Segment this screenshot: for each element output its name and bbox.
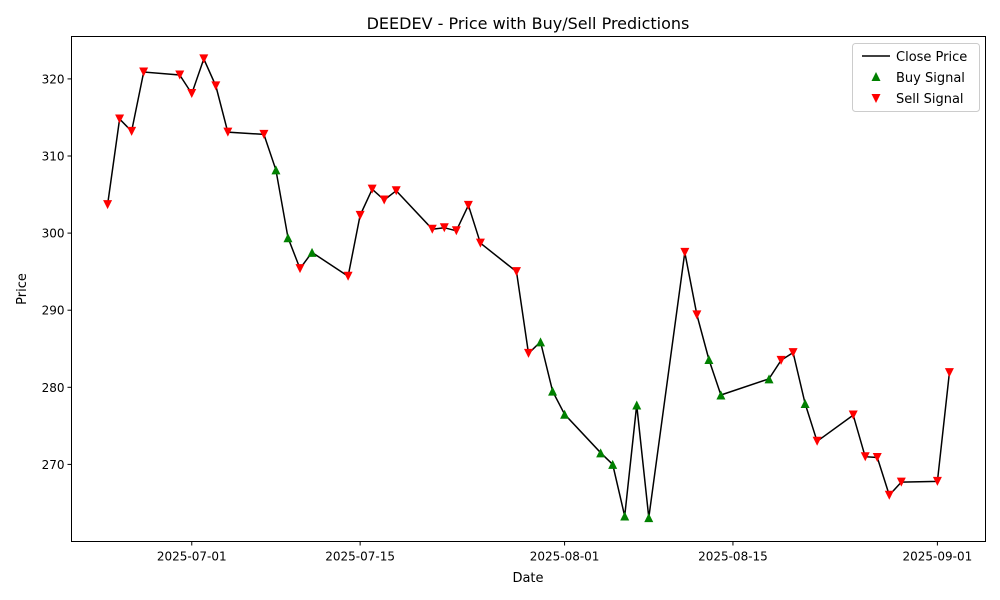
buy-signal-marker bbox=[764, 374, 774, 384]
chart-title: DEEDEV - Price with Buy/Sell Predictions bbox=[367, 14, 690, 33]
sell-signal-marker bbox=[860, 452, 870, 462]
y-axis: 270 280 290 300 310 320 bbox=[42, 72, 72, 472]
sell-signal-marker bbox=[680, 247, 690, 257]
sell-signal-marker bbox=[788, 348, 798, 358]
y-tick-label: 310 bbox=[42, 150, 65, 164]
x-tick-label: 2025-09-01 bbox=[903, 550, 973, 564]
legend-box bbox=[852, 43, 980, 112]
buy-signal-marker bbox=[620, 511, 630, 521]
sell-signal-marker bbox=[295, 264, 305, 274]
sell-signal-marker bbox=[103, 200, 113, 210]
sell-signal-marker bbox=[439, 223, 449, 233]
plot-area bbox=[71, 36, 986, 542]
sell-signal-marker bbox=[199, 54, 209, 64]
buy-signal-marker bbox=[800, 398, 810, 408]
buy-signal-marker bbox=[283, 233, 293, 243]
buy-signal-marker bbox=[536, 337, 546, 347]
sell-signal-marker bbox=[115, 114, 125, 124]
sell-signal-marker bbox=[463, 200, 473, 210]
sell-signal-marker bbox=[896, 477, 906, 487]
x-tick-label: 2025-07-15 bbox=[325, 550, 395, 564]
sell-signal-marker bbox=[187, 89, 197, 99]
plot-frame bbox=[71, 36, 986, 542]
y-tick-label: 320 bbox=[42, 72, 65, 86]
sell-signal-marker bbox=[211, 81, 221, 91]
buy-signal-marker bbox=[644, 513, 654, 523]
sell-signal-marker bbox=[872, 452, 882, 462]
y-tick-label: 300 bbox=[42, 227, 65, 241]
sell-signal-marker bbox=[692, 310, 702, 320]
sell-signal-marker bbox=[812, 436, 822, 446]
sell-signal-marker bbox=[139, 67, 149, 77]
buy-signal-marker bbox=[596, 448, 606, 458]
plot-border bbox=[71, 36, 986, 542]
sell-signal-marker bbox=[223, 127, 233, 137]
buy-signal-marker bbox=[632, 400, 642, 410]
buy-signal-marker bbox=[271, 165, 281, 175]
x-axis: 2025-07-01 2025-07-15 2025-08-01 2025-08-15… bbox=[157, 541, 973, 564]
sell-signal-marker bbox=[367, 184, 377, 194]
sell-signal-marker bbox=[776, 355, 786, 365]
legend-close-label: Close Price bbox=[896, 50, 967, 65]
sell-signal-marker bbox=[391, 186, 401, 196]
y-tick-label: 280 bbox=[42, 381, 65, 395]
x-tick-label: 2025-08-01 bbox=[530, 550, 600, 564]
price-line-group bbox=[106, 56, 951, 518]
buy-signal-marker bbox=[716, 390, 726, 400]
sell-signal-marker bbox=[524, 348, 533, 358]
signal-markers bbox=[103, 54, 954, 523]
legend-sell-swatch bbox=[871, 94, 881, 103]
buy-signal-marker bbox=[560, 409, 570, 419]
sell-signal-marker bbox=[427, 224, 437, 234]
sell-signal-marker bbox=[944, 368, 954, 378]
sell-signal-marker bbox=[127, 126, 137, 136]
buy-signal-marker bbox=[608, 459, 618, 469]
buy-signal-marker bbox=[548, 386, 558, 396]
legend: Close Price Buy Signal Sell Signal bbox=[852, 43, 980, 112]
x-tick-label: 2025-07-01 bbox=[157, 550, 227, 564]
y-tick-label: 290 bbox=[42, 304, 65, 318]
y-axis-label: Price bbox=[15, 273, 30, 305]
sell-signal-marker bbox=[355, 210, 365, 220]
sell-signal-marker bbox=[343, 271, 353, 281]
sell-signal-marker bbox=[175, 70, 185, 80]
legend-buy-label: Buy Signal bbox=[896, 71, 965, 86]
buy-signal-marker bbox=[704, 355, 714, 365]
sell-signal-marker bbox=[379, 195, 389, 205]
sell-signal-marker bbox=[259, 129, 269, 139]
buy-signal-marker bbox=[307, 247, 317, 257]
sell-signal-marker bbox=[932, 476, 942, 486]
sell-signal-marker bbox=[475, 238, 485, 248]
legend-sell-label: Sell Signal bbox=[896, 92, 964, 107]
sell-signal-marker bbox=[511, 267, 521, 277]
sell-signal-marker bbox=[884, 490, 894, 500]
x-tick-label: 2025-08-15 bbox=[698, 550, 768, 564]
sell-signal-marker bbox=[451, 226, 461, 236]
sell-signal-marker bbox=[848, 410, 858, 420]
y-tick-label: 270 bbox=[42, 458, 65, 472]
legend-buy-swatch bbox=[871, 72, 881, 81]
x-axis-label: Date bbox=[512, 571, 543, 586]
close-price-line bbox=[106, 56, 951, 518]
